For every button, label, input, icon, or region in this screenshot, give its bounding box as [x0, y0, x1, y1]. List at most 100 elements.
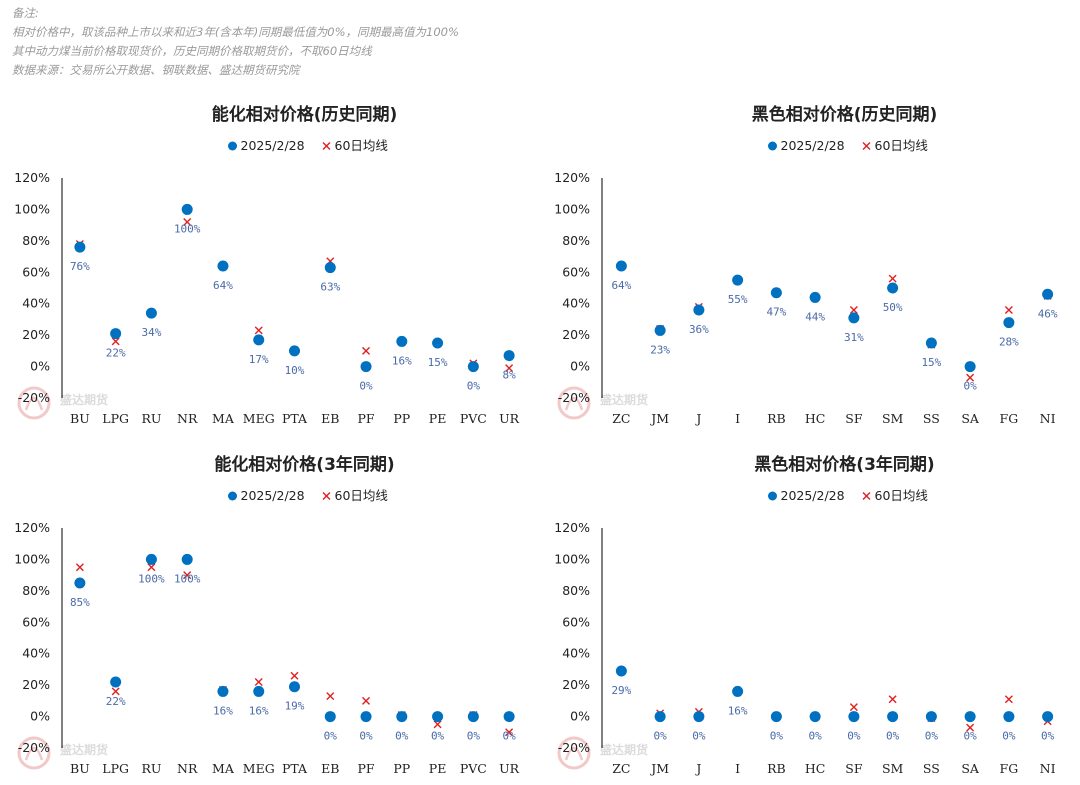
point-ma60	[75, 563, 84, 572]
x-tick-label: SA	[961, 411, 980, 426]
x-tick-label: UR	[499, 411, 520, 426]
data-label: 0%	[502, 730, 516, 743]
point-current	[467, 711, 479, 723]
point-current	[809, 291, 821, 303]
chart-svg: 盛达期货 黑色相对价格(3年同期) 2025/2/28 60日均线 120% 100% 80…	[554, 454, 1055, 776]
point-current	[964, 711, 976, 723]
x-tick-label: MA	[212, 411, 235, 426]
point-current	[809, 711, 821, 723]
data-label: 15%	[921, 356, 941, 369]
point-current	[848, 711, 860, 723]
x-tick-label: SS	[923, 411, 940, 426]
watermark-circle	[557, 736, 591, 770]
y-tick-label: 80%	[22, 583, 50, 598]
x-tick-label: JM	[649, 411, 669, 426]
y-tick-label: 0%	[570, 709, 590, 724]
y-tick-label: 20%	[22, 677, 50, 692]
point-current	[615, 665, 627, 677]
watermark-text: 盛达期货	[600, 392, 648, 407]
point-current	[654, 711, 666, 723]
legend-marker-ma60	[322, 492, 331, 500]
data-label: 100%	[174, 222, 201, 235]
y-tick-label: 100%	[554, 551, 590, 566]
point-ma60	[183, 218, 192, 226]
point-current	[503, 711, 515, 723]
point-current	[360, 361, 372, 373]
y-tick-label: 80%	[562, 233, 590, 248]
point-current	[432, 337, 444, 349]
point-ma60	[111, 687, 120, 696]
point-ma60	[505, 728, 514, 737]
data-label: 29%	[611, 684, 631, 697]
note-line-3: 数据来源：交易所公开数据、钢联数据、盛达期货研究院	[12, 63, 300, 77]
watermark-circle	[17, 386, 51, 420]
point-current	[396, 711, 408, 723]
data-label: 22%	[106, 695, 126, 708]
watermark-circle	[17, 736, 51, 770]
note-line-2: 其中动力煤当前价格取现货价，历史同期价格取期货价，不取60日均线	[12, 44, 372, 58]
y-tick-label: 120%	[554, 520, 590, 535]
data-label: 10%	[285, 364, 305, 377]
x-tick-label: EB	[321, 411, 339, 426]
point-current	[145, 553, 157, 565]
legend: 2025/2/28 60日均线	[768, 138, 928, 153]
chart-title: 能化相对价格(历史同期)	[212, 104, 398, 125]
point-current	[615, 260, 627, 272]
y-tick-label: 120%	[14, 170, 50, 185]
data-label: 0%	[1002, 730, 1016, 743]
data-label: 0%	[431, 730, 445, 743]
x-tick-label: RU	[141, 761, 161, 776]
x-tick-label: RB	[767, 411, 786, 426]
data-label: 0%	[359, 730, 373, 743]
x-tick-label: HC	[805, 761, 825, 776]
point-ma60	[505, 364, 514, 373]
x-tick-label: SS	[923, 761, 940, 776]
data-label: 0%	[395, 730, 409, 743]
data-label: 85%	[70, 596, 90, 609]
legend: 2025/2/28 60日均线	[768, 488, 928, 503]
data-label: 31%	[844, 331, 864, 344]
data-label: 47%	[766, 306, 786, 319]
x-tick-label: NI	[1040, 411, 1056, 426]
point-ma60	[849, 703, 858, 712]
point-ma60	[183, 571, 192, 580]
x-tick-label: FG	[1000, 411, 1019, 426]
x-tick-label: MEG	[243, 761, 275, 776]
y-tick-label: 40%	[22, 296, 50, 311]
data-label: 23%	[650, 343, 670, 356]
chart-energy-chem-historical: 盛达期货 能化相对价格(历史同期) 2025/2/28 60日均线 120% 100% 80…	[0, 90, 540, 435]
y-tick-label: 0%	[30, 359, 50, 374]
x-tick-label: J	[694, 411, 701, 426]
x-tick-label: HC	[805, 411, 825, 426]
data-label: 0%	[809, 730, 823, 743]
data-label: 0%	[770, 730, 784, 743]
watermark-text: 盛达期货	[60, 392, 108, 407]
data-label: 44%	[805, 310, 825, 323]
legend-label-ma60: 60日均线	[875, 138, 929, 153]
point-current	[770, 287, 782, 299]
x-tick-label: PP	[393, 761, 410, 776]
x-tick-label: ZC	[612, 411, 630, 426]
y-tick-label: 20%	[22, 327, 50, 342]
data-label: 50%	[883, 301, 903, 314]
data-label: 46%	[1038, 307, 1058, 320]
point-current	[324, 262, 336, 274]
x-tick-label: EB	[321, 761, 339, 776]
data-label: 0%	[964, 380, 978, 393]
point-current	[732, 685, 744, 697]
point-current	[887, 282, 899, 294]
x-tick-label: UR	[499, 761, 520, 776]
legend-label-ma60: 60日均线	[875, 488, 929, 503]
chart-title: 能化相对价格(3年同期)	[214, 454, 394, 475]
legend: 2025/2/28 60日均线	[228, 488, 388, 503]
chart-energy-chem-3yr: 盛达期货 能化相对价格(3年同期) 2025/2/28 60日均线 120% 100% 80…	[0, 440, 540, 785]
data-label: 16%	[392, 354, 412, 367]
watermark-logo	[17, 386, 51, 420]
watermark-text: 盛达期货	[60, 742, 108, 757]
data-label: 64%	[611, 279, 631, 292]
point-ma60	[326, 692, 335, 701]
data-label: 55%	[728, 293, 748, 306]
point-current	[887, 711, 899, 723]
watermark-swoosh	[564, 396, 584, 411]
data-label: 28%	[999, 336, 1019, 349]
